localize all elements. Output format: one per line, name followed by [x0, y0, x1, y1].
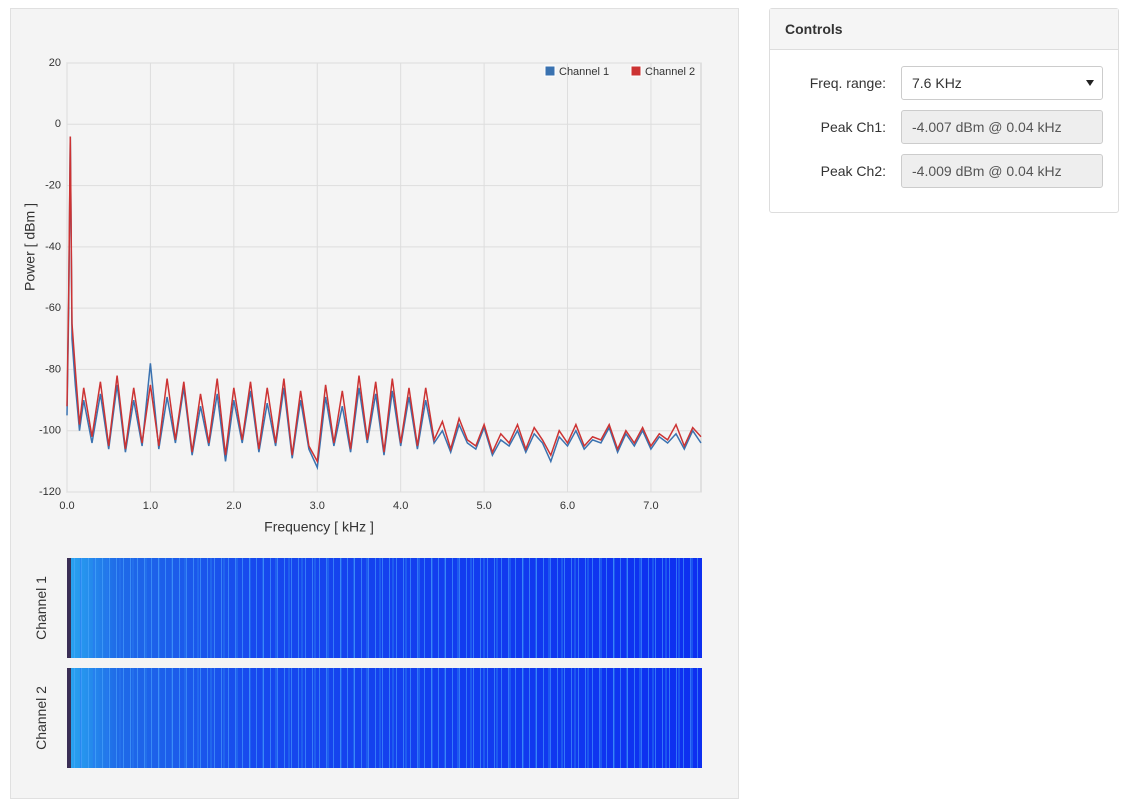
dropdown-arrow	[1086, 80, 1094, 86]
field-label: Freq. range:	[809, 75, 886, 91]
y-tick-label: -120	[39, 486, 61, 498]
readonly-input: -4.009 dBm @ 0.04 kHz	[901, 154, 1103, 188]
y-tick-label: 20	[49, 57, 61, 69]
legend-swatch	[630, 65, 642, 77]
select[interactable]: 7.6 KHz	[901, 66, 1103, 100]
plot-panel: Frequency [ kHz ] Power [ dBm ] 20 0 -20 -4…	[10, 8, 739, 799]
waterfall	[67, 558, 702, 658]
waterfall-label: Channel 2	[21, 668, 61, 768]
spectrum-chart: Frequency [ kHz ] Power [ dBm ] 20 0 -20 -4…	[22, 57, 702, 535]
x-axis-label: Frequency [ kHz ]	[264, 519, 374, 535]
field-label: Peak Ch1:	[820, 119, 886, 135]
y-tick-label: -100	[39, 425, 61, 437]
y-axis-label: Power [ dBm ]	[22, 203, 38, 291]
select-value: 7.6 KHz	[912, 75, 962, 91]
form-row: Freq. range: 7.6 KHz	[770, 66, 1118, 100]
y-tick-label: -80	[45, 363, 61, 375]
x-tick-label: 6.0	[560, 500, 575, 512]
x-tick-label: 2.0	[226, 500, 241, 512]
y-tick-label: -20	[45, 179, 61, 191]
x-tick-label: 3.0	[310, 500, 325, 512]
y-tick-label: -40	[45, 241, 61, 253]
waterfall-label-text: Channel 1	[33, 576, 50, 640]
x-tick-label: 1.0	[143, 500, 158, 512]
waterfall-label-text: Channel 2	[33, 686, 50, 750]
form-row: Peak Ch1: -4.007 dBm @ 0.04 kHz	[770, 110, 1118, 144]
x-tick-label: 0.0	[59, 500, 74, 512]
legend-swatch	[544, 65, 556, 77]
waterfall-label: Channel 1	[21, 558, 61, 658]
legend-label: Channel 1	[559, 66, 609, 78]
series-line	[66, 136, 702, 464]
x-tick-label: 7.0	[643, 500, 658, 512]
readonly-input: -4.007 dBm @ 0.04 kHz	[901, 110, 1103, 144]
controls-panel: Controls Freq. range: 7.6 KHz Peak Ch1: …	[769, 8, 1119, 213]
x-tick-label: 4.0	[393, 500, 408, 512]
y-tick-label: 0	[55, 118, 61, 130]
legend-label: Channel 2	[645, 66, 695, 78]
y-tick-label: -60	[45, 302, 61, 314]
form-row: Peak Ch2: -4.009 dBm @ 0.04 kHz	[770, 154, 1118, 188]
panel-title: Controls	[770, 9, 1118, 50]
x-tick-label: 5.0	[476, 500, 491, 512]
waterfall	[67, 668, 702, 768]
field-label: Peak Ch2:	[820, 163, 886, 179]
